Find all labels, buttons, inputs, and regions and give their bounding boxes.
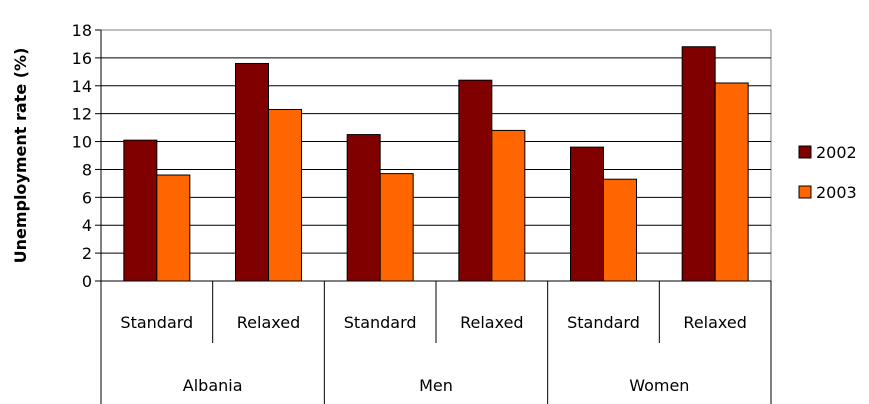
y-tick-label: 10 <box>72 133 92 152</box>
x-category-label: Relaxed <box>683 313 746 332</box>
bar-2002-3 <box>458 79 493 282</box>
plot-area <box>100 29 772 282</box>
bar-2002-5 <box>681 46 716 282</box>
bar-2002-2 <box>346 134 381 282</box>
gridlines <box>101 57 771 254</box>
y-tick-label: 4 <box>82 216 92 235</box>
y-tick-label: 8 <box>82 160 92 179</box>
x-category-label: Relaxed <box>460 313 523 332</box>
bar-2002-1 <box>235 62 269 282</box>
bar-2002-0 <box>123 139 158 282</box>
x-group-label: Women <box>629 376 689 395</box>
legend-swatch-2003 <box>798 185 812 199</box>
y-tick-label: 16 <box>72 49 92 68</box>
y-tick-label: 14 <box>72 77 92 96</box>
legend: 2002 2003 <box>798 143 857 202</box>
y-tick-label: 12 <box>72 105 92 124</box>
bar-2003-3 <box>491 129 526 282</box>
legend-swatch-2002 <box>798 145 812 159</box>
bar-2003-4 <box>603 178 637 282</box>
y-tick-label: 6 <box>82 188 92 207</box>
y-tick-label: 2 <box>82 244 92 263</box>
bar-2002-4 <box>570 146 604 282</box>
x-category-label: Standard <box>120 313 193 332</box>
y-axis: 0 2 4 6 8 10 12 14 16 18 <box>72 21 102 291</box>
x-category-label: Standard <box>567 313 640 332</box>
y-tick-label: 18 <box>72 21 92 40</box>
bar-2003-2 <box>379 173 414 282</box>
bar-2003-1 <box>268 108 302 282</box>
x-group-label: Albania <box>183 376 243 395</box>
bar-2003-0 <box>156 174 191 282</box>
legend-label-2003: 2003 <box>816 183 857 202</box>
y-axis-label: Unemployment rate (%) <box>11 48 30 264</box>
x-category-label: Standard <box>344 313 417 332</box>
x-axis: Standard Relaxed Standard Relaxed Standard Re… <box>100 281 772 404</box>
x-group-label: Men <box>419 376 453 395</box>
legend-label-2002: 2002 <box>816 143 857 162</box>
x-category-label: Relaxed <box>237 313 300 332</box>
bar-2003-5 <box>714 82 749 282</box>
y-tick-label: 0 <box>82 272 92 291</box>
